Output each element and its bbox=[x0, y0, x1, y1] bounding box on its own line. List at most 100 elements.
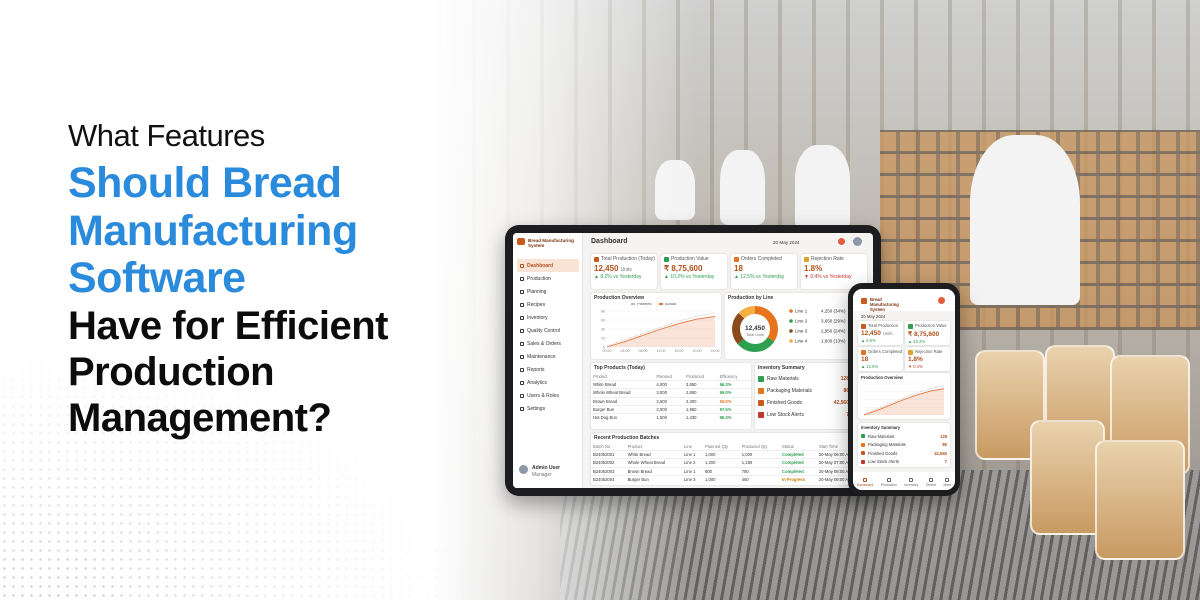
notification-icon[interactable] bbox=[838, 238, 845, 245]
nav-icon bbox=[520, 328, 524, 333]
series-line bbox=[863, 385, 945, 415]
kpi-change: ▼ 0.4% vs Yesterday bbox=[804, 274, 852, 280]
nav-icon bbox=[863, 478, 867, 482]
series-line bbox=[863, 388, 945, 416]
inventory-name: Packaging Materials bbox=[868, 442, 906, 448]
table-cell: 96.3% bbox=[717, 380, 751, 389]
kpi-value: 18 bbox=[861, 356, 869, 363]
column-header: Batch No bbox=[593, 444, 611, 450]
table-row: Whole Wheat Bread 3,000 2,850 95.0% bbox=[591, 388, 751, 398]
legend-label: Line 2 bbox=[795, 319, 808, 324]
table-cell: Completed bbox=[780, 458, 817, 468]
kpi-change: ▲ 12.5% vs Yesterday bbox=[734, 274, 785, 280]
nav-item[interactable]: Production bbox=[881, 478, 897, 487]
profile-icon[interactable] bbox=[853, 237, 862, 246]
nav-item[interactable]: Production bbox=[517, 272, 579, 285]
phone-chart-card: Production Overview bbox=[858, 373, 950, 419]
nav-item[interactable]: Dashboard bbox=[517, 259, 579, 272]
kpi-change: ▲ 8.5% bbox=[861, 338, 876, 343]
nav-label: Orders bbox=[925, 483, 937, 487]
inventory-icon bbox=[861, 459, 865, 464]
kpi-label: Orders Completed bbox=[868, 349, 903, 354]
legend-value: 2,950 (24%) bbox=[821, 329, 846, 334]
nav-item[interactable]: Planning bbox=[517, 285, 579, 298]
nav-label: Quality Control bbox=[527, 327, 561, 334]
kpi-card: Production Value ₹ 8,75,600 ▲ 10.2% vs Yes… bbox=[661, 254, 727, 289]
legend-dot bbox=[789, 329, 793, 333]
x-tick-label: 12:00 bbox=[657, 349, 666, 353]
nav-label: Settings bbox=[527, 405, 546, 412]
table-cell: In Progress bbox=[780, 474, 817, 483]
table-cell: Burger Bun bbox=[625, 474, 683, 483]
nav-label: Maintenance bbox=[527, 353, 556, 360]
header-row: Product Planned Produced Efficiency bbox=[591, 373, 751, 381]
nav-item[interactable]: Settings bbox=[517, 402, 579, 415]
nav-item[interactable]: Users & Roles bbox=[517, 389, 579, 402]
x-tick-label: 20:00 bbox=[693, 349, 702, 353]
y-tick-label: 80 bbox=[601, 309, 605, 313]
table-cell: 1,200 bbox=[702, 458, 740, 468]
inventory-value: 42,560 bbox=[934, 450, 947, 456]
legend-label: Planned bbox=[637, 303, 652, 306]
legend-value: 1,600 (13%) bbox=[821, 339, 846, 344]
nav-icon bbox=[945, 478, 950, 482]
table-cell: B24052001 bbox=[591, 450, 626, 459]
table-cell: 20-May 06:00 AM bbox=[816, 450, 867, 459]
nav-item[interactable]: Maintenance bbox=[517, 350, 579, 363]
column-header: Line bbox=[684, 444, 692, 450]
phone-inventory: Inventory Summary Raw Materials 128 Packag… bbox=[858, 423, 950, 467]
kpi-value: 1.8% bbox=[908, 356, 923, 363]
table-cell: 1,000 bbox=[739, 450, 781, 459]
nav-item[interactable]: Recipes bbox=[517, 298, 579, 311]
phone-screen: Bread Manufacturing System 20 May 2024 T… bbox=[853, 289, 955, 490]
headline-highlight: Manufacturing bbox=[68, 207, 358, 255]
avatar bbox=[519, 465, 528, 474]
kpi-change: ▲ 10.2% vs Yesterday bbox=[664, 274, 715, 280]
nav-label: Production bbox=[527, 275, 551, 282]
nav-icon bbox=[928, 478, 933, 482]
kpi-card: Rejection Rate 1.8% ▼ 0.4% vs Yesterday bbox=[801, 254, 867, 289]
table-cell: 4,000 bbox=[654, 380, 685, 389]
kpi-value-row: ₹ 8,75,600 bbox=[908, 330, 947, 338]
nav-label: Reports bbox=[527, 366, 545, 373]
inventory-name: Low Stock Alerts bbox=[868, 459, 899, 465]
table-cell: 95.0% bbox=[717, 388, 751, 398]
nav-item[interactable]: Inventory bbox=[904, 478, 918, 487]
inventory-name: Finished Goods bbox=[868, 450, 898, 456]
table-row: B24052003 Brown Bread Line 1 800 780 Complete… bbox=[591, 466, 867, 476]
donut-total-label: Total Units bbox=[746, 333, 764, 337]
legend-dot bbox=[789, 319, 793, 323]
inventory-name: Packaging Materials bbox=[767, 388, 813, 394]
kpi-card: Total Production 12,450 Units ▲ 8.5% bbox=[858, 321, 903, 345]
table-cell: Hot Dog Bun bbox=[591, 412, 655, 422]
notification-icon[interactable] bbox=[938, 297, 945, 304]
inventory-value: 128 bbox=[940, 433, 947, 439]
column-header: Product bbox=[627, 444, 643, 450]
products-table: Product Planned Produced Efficiency White Br… bbox=[591, 373, 751, 422]
nav-item[interactable]: Orders bbox=[926, 478, 936, 487]
table-cell: 20-May 09:00 AM bbox=[816, 474, 867, 483]
x-tick-label: 00:00 bbox=[603, 349, 612, 353]
header-row: Batch No Product Line Planned Qty Produced Q… bbox=[591, 443, 867, 451]
table-cell: Completed bbox=[780, 466, 817, 476]
nav-item[interactable]: Reports bbox=[517, 363, 579, 376]
kpi-change: ▲ 10.2% bbox=[908, 339, 926, 344]
nav-item[interactable]: Dashboard bbox=[857, 478, 873, 487]
nav-item[interactable]: Inventory bbox=[517, 311, 579, 324]
legend-label: Line 3 bbox=[795, 329, 808, 334]
nav-item[interactable]: More bbox=[944, 478, 951, 487]
nav-item[interactable]: Analytics bbox=[517, 376, 579, 389]
nav-item[interactable]: Quality Control bbox=[517, 324, 579, 337]
kpi-change: ▲ 8.2% vs Yesterday bbox=[594, 274, 642, 280]
table-cell: 800 bbox=[702, 466, 740, 476]
kpi-change: ▼ 0.4% bbox=[908, 364, 923, 369]
y-tick-label: 40 bbox=[601, 327, 605, 331]
nav-item[interactable]: Sales & Orders bbox=[517, 337, 579, 350]
user-role: Manager bbox=[532, 472, 552, 478]
kpi-card: Production Value ₹ 8,75,600 ▲ 10.2% bbox=[905, 321, 950, 345]
kpi-label: Total Production (Today) bbox=[601, 256, 655, 262]
kpi-value: 18 bbox=[734, 264, 743, 273]
inventory-icon bbox=[758, 400, 764, 406]
table-row: B24052002 Whole Wheat Bread Line 2 1,200 1,1… bbox=[591, 458, 867, 468]
donut-chart: Line 1 4,250 (34%) Line 2 3,650 (29%) Line 3… bbox=[732, 306, 846, 352]
